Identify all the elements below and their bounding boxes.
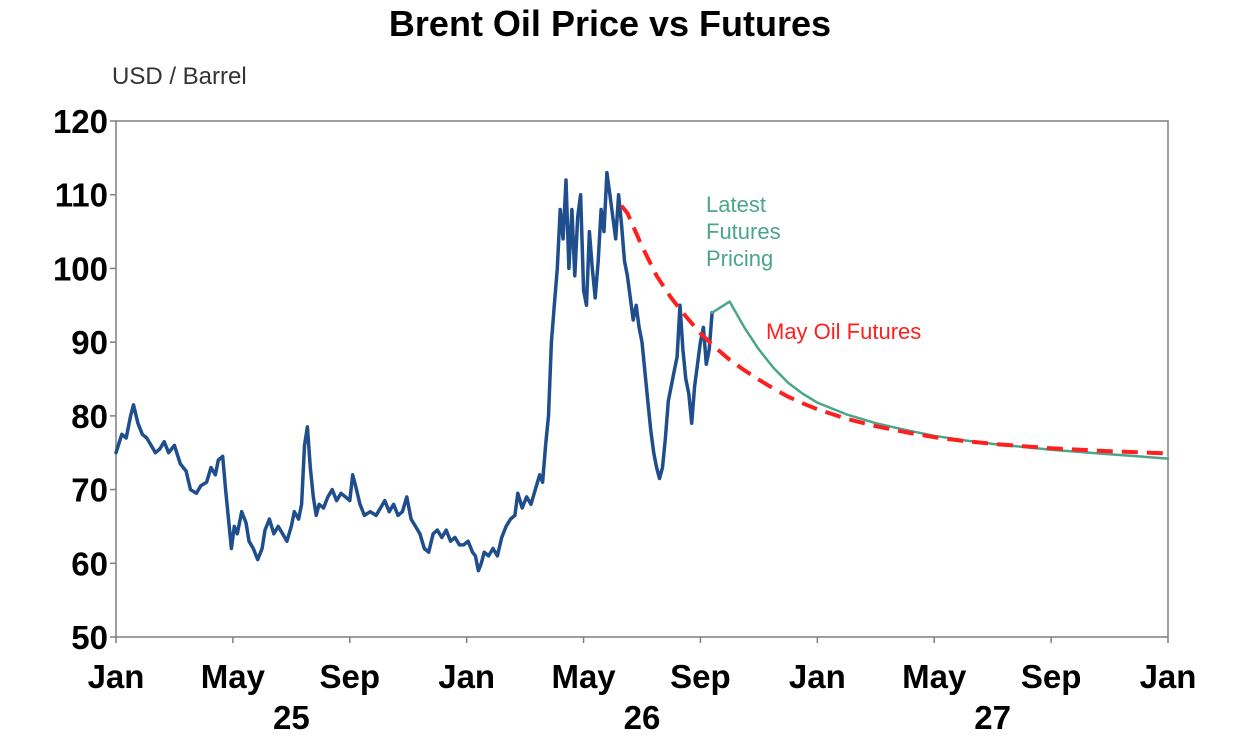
y-tick-label: 60 bbox=[71, 545, 108, 582]
x-tick-label: Sep bbox=[1021, 658, 1082, 695]
series-group bbox=[114, 170, 1170, 573]
x-tick-label: Jan bbox=[1140, 658, 1197, 695]
x-tick-label: May bbox=[201, 658, 266, 695]
series-line-brent bbox=[114, 170, 714, 573]
x-tick-label: Jan bbox=[438, 658, 495, 695]
annotation-may-line: May Oil Futures bbox=[766, 319, 921, 344]
y-tick-label: 100 bbox=[53, 250, 108, 287]
y-axis-unit-label: USD / Barrel bbox=[112, 63, 247, 90]
series-line-may_futures bbox=[619, 204, 1169, 456]
x-tick-label: Jan bbox=[789, 658, 846, 695]
year-labels: 25 26 27 bbox=[273, 699, 1011, 736]
y-tick-label: 90 bbox=[71, 324, 108, 361]
series-line-latest_futures bbox=[710, 300, 1170, 460]
y-tick-label: 50 bbox=[71, 619, 108, 656]
plot-area-frame bbox=[115, 120, 1169, 638]
year-label: 25 bbox=[273, 699, 310, 736]
chart-title: Brent Oil Price vs Futures bbox=[389, 3, 831, 44]
x-tick-label: Jan bbox=[88, 658, 145, 695]
y-tick-label: 80 bbox=[71, 398, 108, 435]
x-tick-label: Sep bbox=[670, 658, 731, 695]
annotation-latest-line: Pricing bbox=[706, 246, 773, 271]
year-label: 27 bbox=[974, 699, 1011, 736]
x-tick-label: May bbox=[551, 658, 616, 695]
x-axis: Jan May Sep Jan May Sep Jan May Sep Jan bbox=[88, 637, 1197, 695]
year-label: 26 bbox=[624, 699, 661, 736]
y-tick-label: 70 bbox=[71, 472, 108, 509]
x-tick-label: Sep bbox=[320, 658, 381, 695]
annotation-latest-line: Latest bbox=[706, 192, 766, 217]
y-tick-label: 120 bbox=[53, 103, 108, 140]
y-axis: 50 60 70 80 90 100 110 120 bbox=[53, 103, 116, 656]
annotation-latest-line: Futures bbox=[706, 219, 781, 244]
y-tick-label: 110 bbox=[55, 177, 108, 214]
x-tick-label: May bbox=[902, 658, 967, 695]
